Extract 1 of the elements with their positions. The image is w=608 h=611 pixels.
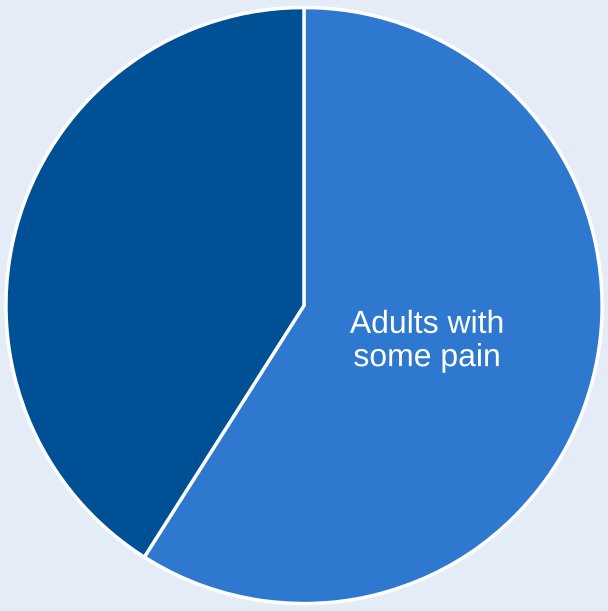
- slice-label: Adults with some pain: [350, 310, 502, 373]
